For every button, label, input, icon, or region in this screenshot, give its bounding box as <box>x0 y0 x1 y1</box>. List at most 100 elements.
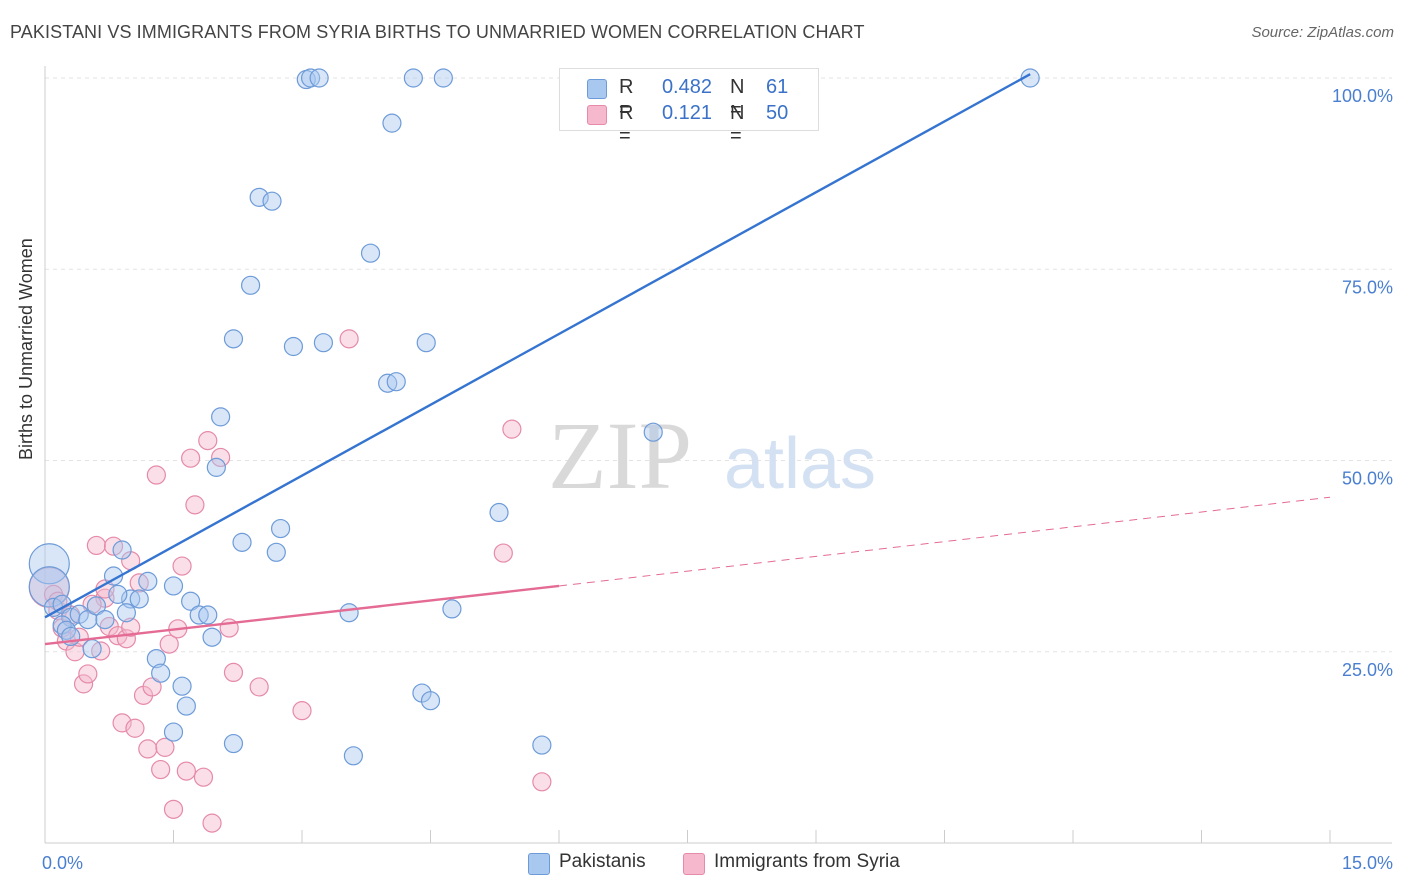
pakistanis-point <box>339 603 359 623</box>
y-tick-label: 100.0% <box>1332 86 1393 106</box>
pakistanis-point <box>403 68 423 88</box>
syria-point <box>163 799 184 819</box>
syria-trendline <box>44 584 560 646</box>
pakistanis-point <box>82 639 102 659</box>
syria-point <box>502 419 522 439</box>
pakistanis-point <box>176 696 196 716</box>
syria-point <box>193 767 214 787</box>
pakistanis-point <box>181 591 201 611</box>
pakistanis-point <box>172 676 192 696</box>
pakistanis-point <box>28 543 70 585</box>
tick-labels: 25.0% 50.0% 75.0% 100.0% 0.0% 15.0% <box>42 86 1393 873</box>
pakistanis-trendline <box>44 73 1031 619</box>
pakistanis-point <box>95 610 115 630</box>
pakistanis-point <box>202 627 222 647</box>
syria-point <box>138 739 158 759</box>
syria-point <box>185 495 205 515</box>
pakistanis-point <box>309 68 329 88</box>
gridlines <box>45 77 1392 653</box>
syria-point <box>112 713 132 733</box>
syria-point <box>151 759 171 780</box>
pakistanis-point <box>116 603 136 623</box>
pakistanis-point <box>211 407 231 427</box>
pakistanis-point <box>223 329 244 349</box>
pakistanis-point <box>360 243 381 263</box>
regression-lines <box>44 73 1331 646</box>
n-value: 50 <box>766 102 789 124</box>
pakistanis-point <box>129 589 149 609</box>
pakistanis-point <box>103 566 124 586</box>
legend-swatch-syria <box>683 853 705 875</box>
r-label: R = <box>619 76 634 121</box>
series-syria-points <box>28 329 552 833</box>
syria-point <box>125 718 145 738</box>
pakistanis-point <box>163 576 184 596</box>
syria-point <box>202 813 222 833</box>
series-pakistanis-points <box>28 68 1040 766</box>
pakistanis-point <box>138 571 158 591</box>
syria-trendline-extrapolated <box>558 496 1331 587</box>
pakistanis-point <box>343 746 363 766</box>
watermark-zip: ZIP <box>548 402 692 509</box>
pakistanis-point <box>283 336 304 357</box>
syria-point <box>223 662 244 683</box>
pakistanis-point <box>112 540 132 560</box>
pakistanis-point <box>206 457 226 477</box>
pakistanis-point <box>313 333 334 353</box>
legend-swatch-syria <box>587 105 607 125</box>
pakistanis-point <box>78 610 98 630</box>
pakistanis-point <box>532 735 552 755</box>
r-value: 0.121 <box>661 102 712 124</box>
y-tick-label: 25.0% <box>1342 660 1393 680</box>
syria-point <box>198 431 218 451</box>
pakistanis-point <box>262 191 282 211</box>
pakistanis-point <box>151 663 171 683</box>
n-value: 61 <box>766 76 789 98</box>
chart-title: PAKISTANI VS IMMIGRANTS FROM SYRIA BIRTH… <box>10 22 865 42</box>
n-label: N = <box>730 76 745 121</box>
syria-point <box>176 761 196 781</box>
syria-point <box>249 677 269 697</box>
pakistanis-point <box>232 532 252 552</box>
pakistanis-point <box>442 599 462 619</box>
axes <box>44 66 1392 844</box>
pakistanis-point <box>146 649 166 669</box>
y-tick-label: 75.0% <box>1342 277 1393 297</box>
syria-point <box>78 664 98 684</box>
pakistanis-point <box>416 333 436 353</box>
n-label: N = <box>730 102 745 147</box>
r-label: R = <box>619 102 634 147</box>
stats-legend: R = 0.482 N = 61 R = 0.121 N = 50 <box>559 68 819 147</box>
pakistanis-point <box>420 691 441 711</box>
syria-point <box>159 634 179 654</box>
syria-point <box>181 448 201 468</box>
source-label: Source: ZipAtlas.com <box>1251 24 1394 41</box>
syria-point <box>142 677 162 697</box>
syria-point <box>211 447 231 468</box>
legend-swatch-pakistanis <box>587 79 607 99</box>
pakistanis-point <box>198 605 218 625</box>
pakistanis-point <box>489 502 509 523</box>
syria-point <box>339 329 359 349</box>
syria-point <box>146 465 166 485</box>
syria-point <box>532 772 552 792</box>
pakistanis-point <box>433 68 453 88</box>
x-tick-label-max: 15.0% <box>1342 853 1393 873</box>
r-value: 0.482 <box>661 76 712 98</box>
x-tick-label-min: 0.0% <box>42 853 83 873</box>
watermark: ZIP atlas <box>548 402 876 509</box>
y-tick-label: 50.0% <box>1342 469 1393 489</box>
pakistanis-point <box>163 722 184 742</box>
pakistanis-point <box>249 187 269 207</box>
pakistanis-point <box>86 596 107 616</box>
syria-point <box>73 674 94 694</box>
legend-label-syria: Immigrants from Syria <box>714 851 900 872</box>
syria-point <box>155 737 175 757</box>
pakistanis-point <box>386 372 406 392</box>
watermark-atlas: atlas <box>724 424 876 504</box>
pakistanis-point <box>223 733 244 754</box>
pakistanis-point <box>241 275 261 295</box>
pakistanis-point <box>266 542 286 562</box>
syria-point <box>172 556 192 576</box>
